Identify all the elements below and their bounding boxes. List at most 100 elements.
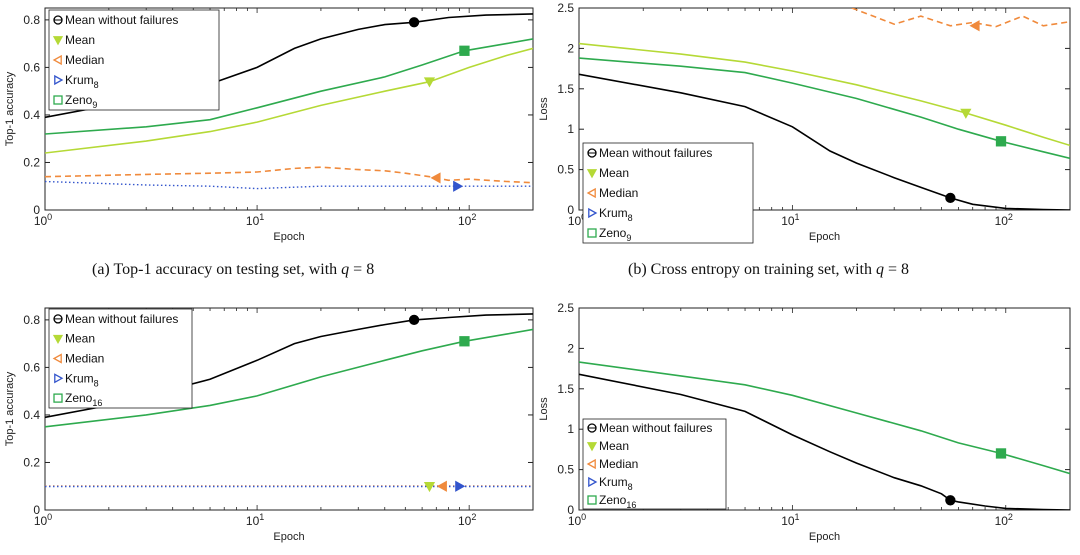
legend-item: Zeno9 xyxy=(53,93,97,110)
caption-a-var: q xyxy=(341,261,350,278)
legend-label: Mean xyxy=(599,439,629,453)
legend: Mean without failuresMeanMedianKrum8Zeno… xyxy=(582,142,754,244)
legend-item: Krum8 xyxy=(54,371,99,388)
y-tick-label: 2 xyxy=(567,41,574,55)
caption-a: (a) Top-1 accuracy on testing set, with … xyxy=(92,261,374,279)
x-axis-label: Epoch xyxy=(273,231,304,243)
y-tick-label: 2 xyxy=(567,341,574,355)
series-marker xyxy=(960,108,972,119)
plot-frame xyxy=(44,307,534,511)
legend-marker xyxy=(588,476,598,488)
series-marker xyxy=(436,480,447,492)
x-tick-label: 102 xyxy=(458,512,476,528)
y-tick-label: 0.6 xyxy=(23,360,40,374)
legend-marker xyxy=(587,495,597,505)
x-tick-label: 102 xyxy=(458,212,476,228)
legend-item: Zeno9 xyxy=(587,226,631,243)
legend-label-text: Krum xyxy=(65,371,94,385)
legend-label-text: Median xyxy=(65,53,104,67)
series-marker xyxy=(995,136,1007,147)
legend-label-subscript: 8 xyxy=(94,378,99,388)
legend-label-text: Mean without failures xyxy=(65,13,178,27)
legend-item: Zeno16 xyxy=(587,493,636,510)
series-marker xyxy=(423,77,436,88)
legend-label: Median xyxy=(65,352,104,366)
legend-item: Median xyxy=(586,457,638,471)
series-marker xyxy=(408,17,420,28)
x-tick-label: 100 xyxy=(568,512,586,528)
legend-label-text: Mean without failures xyxy=(65,312,178,326)
series-marker xyxy=(995,448,1007,459)
x-axis-label: Epoch xyxy=(809,231,840,243)
y-tick-label: 2.5 xyxy=(557,1,574,15)
legend-label: Mean without failures xyxy=(65,13,178,27)
series-marker xyxy=(969,20,980,32)
x-tick-base: 10 xyxy=(568,514,582,528)
x-tick-exponent: 2 xyxy=(1008,512,1013,522)
legend-marker xyxy=(53,95,63,105)
legend-label-text: Mean xyxy=(65,332,95,346)
legend-label-text: Zeno xyxy=(599,226,627,240)
legend-label: Mean without failures xyxy=(599,146,712,160)
series-marker xyxy=(453,180,464,192)
y-tick-label: 0.5 xyxy=(557,463,574,477)
series-marker xyxy=(423,481,436,493)
legend-item: Mean xyxy=(52,33,95,47)
caption-b-var: q xyxy=(875,261,884,278)
legend-label-subscript: 16 xyxy=(92,398,102,408)
legend-label-text: Krum xyxy=(599,206,628,220)
y-tick-label: 0 xyxy=(33,503,40,517)
series-marker xyxy=(945,495,956,506)
series-line xyxy=(45,47,533,154)
y-tick-label: 0.2 xyxy=(23,455,40,469)
x-tick-exponent: 1 xyxy=(795,212,800,222)
legend-item: Zeno16 xyxy=(53,391,102,408)
x-axis-label: Epoch xyxy=(273,531,304,543)
y-tick-label: 1 xyxy=(567,422,574,436)
x-tick-label: 100 xyxy=(34,512,52,528)
y-tick-label: 0.8 xyxy=(23,13,40,27)
legend-item: Mean without failures xyxy=(53,312,178,326)
y-tick-label: 1.5 xyxy=(557,382,574,396)
series-marker xyxy=(459,45,470,56)
legend-label-text: Median xyxy=(599,457,638,471)
legend-marker xyxy=(52,36,64,46)
legend-label-text: Mean xyxy=(599,166,629,180)
legend-box xyxy=(48,308,193,409)
y-axis-label: Loss xyxy=(538,97,550,121)
legend-marker xyxy=(586,169,598,179)
caption-b: (b) Cross entropy on training set, with … xyxy=(628,261,909,279)
series-line xyxy=(579,57,1070,160)
x-tick-base: 10 xyxy=(246,214,260,228)
series-line xyxy=(45,38,533,135)
series-line xyxy=(579,73,1070,210)
legend-marker xyxy=(52,353,62,364)
y-tick-label: 0.4 xyxy=(23,408,40,422)
plot-frame xyxy=(578,7,1071,211)
x-tick-base: 10 xyxy=(34,514,48,528)
legend-label-text: Krum xyxy=(599,475,628,489)
y-tick-label: 1 xyxy=(567,122,574,136)
series-marker xyxy=(459,336,470,347)
x-tick-exponent: 2 xyxy=(471,512,476,522)
series-line xyxy=(45,180,533,190)
legend-label-subscript: 8 xyxy=(628,213,633,223)
legend-item: Mean without failures xyxy=(53,13,178,27)
series-line xyxy=(45,166,533,184)
x-tick-base: 10 xyxy=(781,214,795,228)
y-axis-label: Top-1 accuracy xyxy=(4,71,16,146)
caption-a-text: (a) Top-1 accuracy on testing set, with xyxy=(92,261,342,278)
legend-item: Mean xyxy=(586,166,629,180)
legend-marker xyxy=(52,54,62,66)
legend-label: Median xyxy=(599,186,638,200)
legend-label: Zeno16 xyxy=(65,391,102,408)
y-tick-label: 0.5 xyxy=(557,163,574,177)
x-tick-exponent: 1 xyxy=(795,512,800,522)
x-axis-label: Epoch xyxy=(809,531,840,543)
legend-label: Mean without failures xyxy=(65,312,178,326)
x-tick-base: 10 xyxy=(568,214,582,228)
